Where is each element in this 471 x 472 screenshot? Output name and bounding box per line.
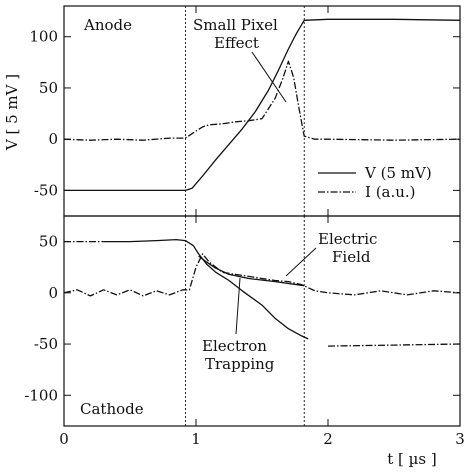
panel-1-series-0 [103, 238, 309, 340]
annotation-electron-trapping-arrow [235, 277, 241, 335]
annotation-electric-field: Electric Field [285, 230, 377, 277]
annotation-small-pixel-effect: Small Pixel Effect [193, 16, 287, 103]
panel-1-series-2 [63, 253, 461, 297]
legend-label-voltage: V (5 mV) [364, 164, 432, 182]
xtick-label-3: 3 [455, 430, 465, 448]
panel-1-series-1 [198, 255, 305, 287]
data-series [63, 18, 461, 347]
panel-1-ytick-label-2: 0 [48, 284, 58, 302]
panel-0-ytick-label-0: -50 [34, 181, 58, 199]
bottom-corner-label: Cathode [80, 400, 144, 418]
x-axis-label: t [ µs ] [387, 450, 436, 468]
xtick-label-2: 2 [323, 430, 333, 448]
panel-0-series-0 [64, 18, 461, 192]
annotation-electric-field-line2: Field [332, 248, 371, 266]
legend-label-current: I (a.u.) [365, 183, 416, 201]
y-axis-label: V [ 5 mV ] [3, 74, 21, 151]
top-corner-label: Anode [83, 16, 132, 34]
panel-0-ytick-label-2: 50 [39, 79, 58, 97]
annotation-electric-field-arrow [285, 247, 317, 277]
vertical-markers [184, 6, 305, 426]
panel-0-ytick-label-1: 0 [48, 130, 58, 148]
panel-1-ytick-label-0: -100 [24, 386, 58, 404]
xtick-label-1: 1 [191, 430, 201, 448]
panel-1-ytick-label-3: 50 [39, 233, 58, 251]
panel-0-series-1 [63, 60, 461, 141]
annotation-electric-field-line1: Electric [318, 230, 377, 248]
panel-1-series-3-segment-1 [327, 343, 461, 347]
legend: V (5 mV) I (a.u.) [318, 164, 432, 201]
annotation-electron-trapping: Electron Trapping [202, 277, 275, 373]
bottom-panel-frame [63, 215, 461, 427]
annotation-small-pixel-line2: Effect [214, 34, 259, 52]
panel-0-ytick-label-3: 100 [29, 28, 58, 46]
panel-1-ytick-label-1: -50 [34, 335, 58, 353]
axis-ticks: -50 0 50 100 -100 -50 0 50 0 1 2 3 [24, 6, 465, 448]
xtick-label-0: 0 [59, 430, 69, 448]
annotation-electron-trapping-line1: Electron [202, 337, 267, 355]
annotation-electron-trapping-line2: Trapping [205, 355, 275, 373]
annotation-small-pixel-arrow [251, 51, 287, 103]
annotation-small-pixel-line1: Small Pixel [193, 16, 278, 34]
